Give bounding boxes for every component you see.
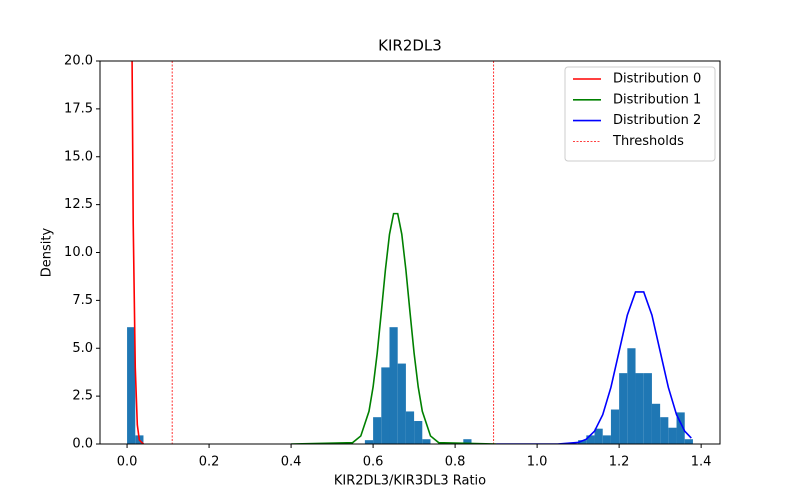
y-axis-label: Density: [40, 227, 55, 277]
legend-label: Distribution 0: [613, 72, 701, 87]
x-tick-label: 0.2: [199, 455, 220, 470]
x-tick-label: 1.4: [691, 455, 712, 470]
histogram-bar: [578, 440, 587, 444]
histogram-bar: [127, 327, 136, 444]
legend-box: [564, 66, 716, 162]
histogram-bar: [643, 373, 652, 444]
density-line: [496, 291, 692, 444]
histogram-bar: [651, 403, 661, 444]
histogram-bar: [602, 435, 611, 444]
y-tick-label: 5.0: [72, 341, 93, 356]
histogram-bar: [586, 435, 595, 444]
x-tick-label: 0.4: [281, 455, 302, 470]
x-tick-label: 1.2: [609, 455, 630, 470]
histogram-bar: [594, 428, 603, 444]
histogram-bar: [414, 421, 423, 444]
y-tick-label: 2.5: [72, 389, 93, 404]
histogram-bar: [364, 440, 374, 444]
x-tick-label: 0.6: [363, 455, 384, 470]
y-tick-label: 20.0: [64, 54, 93, 69]
histogram-bar: [397, 363, 406, 444]
histogram-bar: [660, 417, 669, 444]
legend-label: Distribution 2: [613, 113, 701, 128]
x-tick-label: 0.8: [445, 455, 466, 470]
chart-title: KIR2DL3: [378, 37, 442, 55]
y-tick-label: 10.0: [64, 245, 93, 260]
x-tick-label: 0.0: [117, 455, 138, 470]
histogram-bar: [405, 411, 415, 444]
histogram-bar: [381, 367, 390, 444]
histogram-bar: [463, 439, 472, 444]
plot-area: [127, 61, 693, 444]
x-tick-label: 1.0: [527, 455, 548, 470]
y-tick-label: 0.0: [72, 437, 93, 452]
legend-label: Distribution 1: [613, 92, 701, 107]
legend-label: Thresholds: [612, 134, 684, 149]
histogram-bar: [676, 412, 685, 444]
histogram-bar: [373, 417, 382, 444]
y-tick-label: 15.0: [64, 149, 93, 164]
y-tick-label: 17.5: [64, 101, 93, 116]
histogram-bar: [610, 409, 620, 444]
histogram-bar: [627, 348, 636, 444]
y-tick-label: 12.5: [64, 197, 93, 212]
density-line: [291, 212, 497, 444]
histogram-bar: [619, 373, 628, 444]
histogram-bar: [684, 439, 693, 444]
histogram-bar: [422, 439, 431, 444]
histogram-bar: [389, 327, 398, 444]
histogram-bar: [668, 427, 677, 444]
y-tick-label: 7.5: [72, 293, 93, 308]
histogram-bar: [635, 373, 644, 444]
x-axis-label: KIR2DL3/KIR3DL3 Ratio: [334, 474, 486, 489]
density-line: [131, 61, 145, 444]
